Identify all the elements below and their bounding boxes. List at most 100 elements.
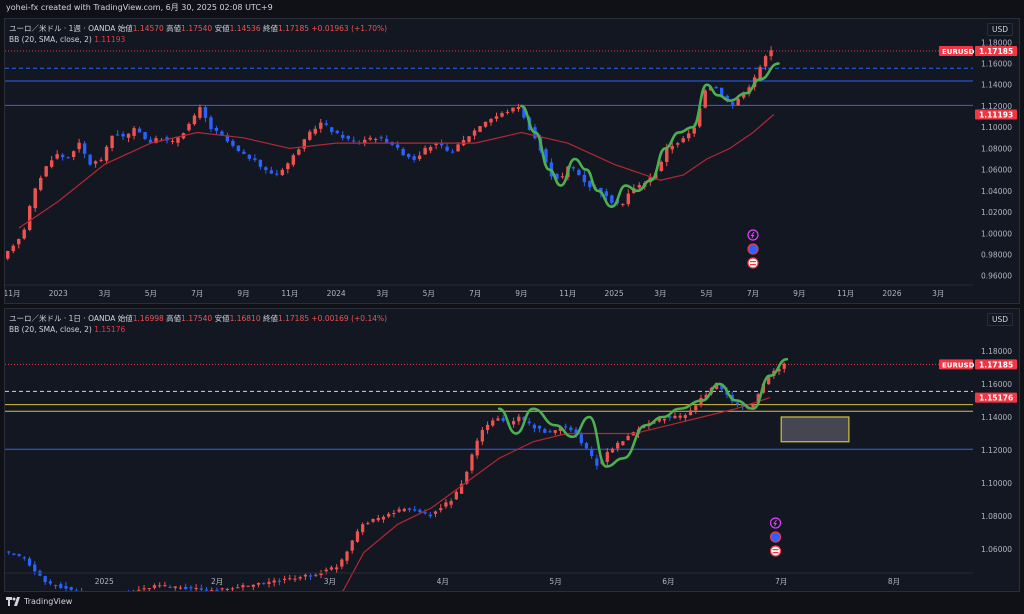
candle	[241, 582, 245, 591]
candle	[439, 139, 444, 149]
candle	[703, 89, 707, 109]
candle	[478, 125, 482, 133]
price-tick-label: 1.14000	[981, 81, 1012, 90]
candle	[187, 122, 191, 132]
candle	[132, 125, 136, 140]
weekly-chart-panel[interactable]: ユーロ／米ドル · 1週 · OANDA 始値1.14570 高値1.17540…	[4, 18, 1020, 304]
candle	[258, 159, 263, 170]
time-tick-label: 9月	[793, 289, 805, 298]
candle	[335, 564, 339, 573]
candle	[142, 584, 146, 591]
economic-event-icons[interactable]	[747, 229, 759, 269]
daily-currency-button[interactable]: USD	[986, 313, 1013, 326]
candle	[230, 586, 235, 591]
candle	[215, 587, 219, 591]
weekly-chart-svg[interactable]: 1.18000 1.16000 1.14000 1.12000 1.10000 1.080…	[5, 19, 1019, 303]
candle	[127, 589, 129, 591]
candle	[501, 415, 505, 423]
candle	[194, 584, 198, 591]
candle	[687, 129, 691, 142]
candle	[253, 154, 257, 162]
candle	[28, 204, 32, 232]
wave-drawing[interactable]	[497, 357, 789, 468]
candle	[626, 434, 630, 441]
price-tick-label: 1.16000	[981, 380, 1012, 389]
candle	[450, 149, 455, 154]
time-tick-label: 2026	[882, 289, 901, 298]
economic-event-icons[interactable]	[769, 517, 782, 557]
price-axis[interactable]: 1.18000 1.16000 1.14000 1.12000 1.10000 1.080…	[973, 19, 1019, 303]
candle	[302, 138, 307, 152]
candle	[363, 136, 367, 147]
candle	[210, 587, 214, 591]
weekly-currency-button[interactable]: USD	[986, 23, 1013, 36]
price-tick-label: 1.18000	[981, 38, 1012, 47]
candle	[49, 155, 54, 169]
candle	[475, 438, 479, 459]
candle	[406, 153, 411, 160]
candle	[246, 585, 250, 587]
candle	[681, 136, 685, 144]
wave-drawing[interactable]	[520, 62, 780, 209]
candle	[659, 160, 663, 172]
candle	[178, 585, 183, 590]
candle	[277, 578, 281, 586]
candle	[564, 423, 568, 431]
target-zone-box[interactable]	[780, 416, 850, 443]
price-axis[interactable]: 1.18000 1.16000 1.14000 1.12000 1.10000 1.080…	[973, 309, 1019, 591]
time-axis[interactable]: 11月 2023 3月 5月 7月 9月 11月 2024 3月 5月 7月 9月 11月 2025 3月 5…	[5, 284, 973, 298]
candle	[308, 129, 312, 141]
candle	[621, 440, 625, 446]
candle	[449, 498, 453, 509]
daily-chart-svg[interactable]: 1.18000 1.16000 1.14000 1.12000 1.10000 1.080…	[5, 309, 1019, 591]
candle	[303, 573, 308, 581]
candle	[209, 115, 213, 132]
price-tick-label: 1.10000	[981, 479, 1012, 488]
svg-text:1.17185: 1.17185	[979, 360, 1013, 369]
candle	[688, 407, 693, 416]
candle	[291, 153, 296, 167]
candle	[148, 136, 153, 144]
candle	[71, 150, 76, 161]
candle	[543, 427, 547, 434]
price-tick-label: 1.06000	[981, 545, 1012, 554]
bollinger-mid-line[interactable]	[18, 114, 775, 229]
candle	[280, 167, 285, 176]
candle	[297, 147, 301, 156]
price-tick-label: 1.18000	[981, 347, 1012, 356]
time-axis[interactable]: 2025 2月 3月 4月 5月 6月 7月 8月	[5, 572, 973, 586]
bollinger-mid-line[interactable]	[330, 397, 771, 591]
candle	[470, 453, 474, 474]
time-tick-label: 5月	[549, 577, 561, 586]
candle	[329, 565, 334, 571]
candle	[483, 121, 488, 128]
daily-chart-panel[interactable]: ユーロ／米ドル · 1日 · OANDA 始値1.16998 高値1.17540…	[4, 308, 1020, 592]
candle	[48, 579, 52, 586]
candle	[379, 135, 383, 141]
candle	[511, 417, 516, 428]
candle	[324, 120, 328, 127]
candle	[735, 401, 740, 408]
candle	[381, 515, 386, 523]
eu-flag-event-icon	[747, 243, 759, 255]
candle	[11, 244, 15, 254]
candle	[428, 145, 433, 154]
candle	[676, 141, 680, 148]
candle	[445, 142, 449, 152]
price-tick-label: 1.06000	[981, 166, 1012, 175]
weekly-indicator[interactable]: BB (20, SMA, close, 2)	[9, 35, 92, 44]
candle	[214, 125, 219, 135]
candle	[43, 575, 47, 585]
price-tick-label: 1.16000	[981, 60, 1012, 69]
weekly-open: 1.14570	[132, 24, 164, 33]
time-tick-label: 5月	[423, 289, 435, 298]
daily-indicator[interactable]: BB (20, SMA, close, 2)	[9, 325, 92, 334]
candle	[69, 586, 73, 591]
candle	[158, 582, 162, 588]
candle	[423, 145, 427, 155]
time-tick-label: 11月	[837, 289, 854, 298]
candle	[387, 512, 391, 519]
candle	[517, 413, 521, 425]
candle	[361, 522, 365, 535]
time-tick-label: 11月	[281, 289, 298, 298]
